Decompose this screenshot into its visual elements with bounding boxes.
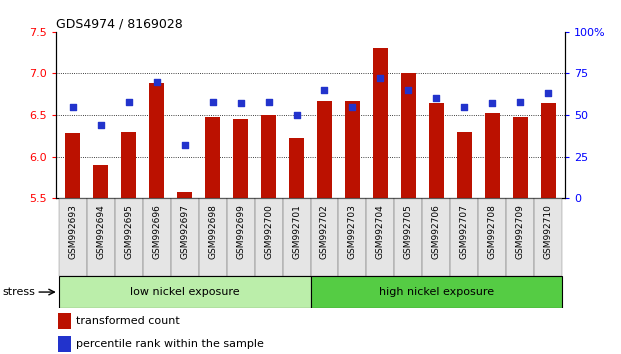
Text: GSM992701: GSM992701: [292, 205, 301, 259]
Text: percentile rank within the sample: percentile rank within the sample: [76, 339, 264, 349]
Point: [404, 87, 414, 93]
Text: high nickel exposure: high nickel exposure: [379, 287, 494, 297]
Point: [543, 91, 553, 96]
Bar: [345, 101, 360, 198]
Text: GSM992710: GSM992710: [544, 205, 553, 259]
Bar: [261, 115, 276, 198]
Bar: [513, 117, 528, 198]
Text: GSM992709: GSM992709: [516, 205, 525, 259]
Text: low nickel exposure: low nickel exposure: [130, 287, 240, 297]
Bar: [484, 113, 500, 198]
Text: GSM992707: GSM992707: [460, 205, 469, 259]
Point: [263, 99, 273, 104]
Bar: [478, 198, 506, 276]
Bar: [283, 198, 310, 276]
Point: [124, 99, 134, 104]
Bar: [199, 198, 227, 276]
Bar: [58, 336, 71, 352]
Text: GSM992693: GSM992693: [68, 205, 77, 259]
Point: [179, 142, 189, 148]
Bar: [289, 138, 304, 198]
Bar: [93, 165, 108, 198]
Bar: [171, 198, 199, 276]
Bar: [366, 198, 394, 276]
Text: GDS4974 / 8169028: GDS4974 / 8169028: [56, 18, 183, 31]
Bar: [394, 198, 422, 276]
Text: GSM992697: GSM992697: [180, 205, 189, 259]
Point: [515, 99, 525, 104]
Bar: [115, 198, 143, 276]
Bar: [255, 198, 283, 276]
Bar: [428, 103, 444, 198]
Text: GSM992695: GSM992695: [124, 205, 133, 259]
Point: [235, 101, 245, 106]
Bar: [177, 193, 193, 198]
Text: GSM992705: GSM992705: [404, 205, 413, 259]
Point: [376, 76, 386, 81]
Bar: [338, 198, 366, 276]
Bar: [58, 313, 71, 329]
Point: [348, 104, 358, 110]
Bar: [401, 74, 416, 198]
Point: [432, 96, 442, 101]
Bar: [149, 84, 165, 198]
Bar: [87, 198, 115, 276]
Text: stress: stress: [2, 287, 35, 297]
Text: transformed count: transformed count: [76, 316, 180, 326]
Text: GSM992704: GSM992704: [376, 205, 385, 259]
Bar: [310, 276, 562, 308]
Bar: [310, 198, 338, 276]
Bar: [227, 198, 255, 276]
Text: GSM992696: GSM992696: [152, 205, 161, 259]
Bar: [373, 48, 388, 198]
Bar: [422, 198, 450, 276]
Bar: [59, 276, 310, 308]
Text: GSM992706: GSM992706: [432, 205, 441, 259]
Point: [96, 122, 106, 128]
Bar: [534, 198, 562, 276]
Point: [460, 104, 469, 110]
Point: [291, 112, 301, 118]
Bar: [121, 132, 137, 198]
Bar: [317, 101, 332, 198]
Text: GSM992708: GSM992708: [488, 205, 497, 259]
Text: GSM992703: GSM992703: [348, 205, 357, 259]
Bar: [65, 133, 80, 198]
Bar: [506, 198, 534, 276]
Point: [68, 104, 78, 110]
Point: [152, 79, 161, 85]
Bar: [541, 103, 556, 198]
Text: GSM992698: GSM992698: [208, 205, 217, 259]
Point: [487, 101, 497, 106]
Text: GSM992699: GSM992699: [236, 205, 245, 259]
Bar: [456, 132, 472, 198]
Bar: [59, 198, 87, 276]
Point: [320, 87, 330, 93]
Text: GSM992702: GSM992702: [320, 205, 329, 259]
Point: [207, 99, 217, 104]
Bar: [205, 117, 220, 198]
Bar: [233, 119, 248, 198]
Bar: [450, 198, 478, 276]
Text: GSM992694: GSM992694: [96, 205, 105, 259]
Bar: [143, 198, 171, 276]
Text: GSM992700: GSM992700: [264, 205, 273, 259]
